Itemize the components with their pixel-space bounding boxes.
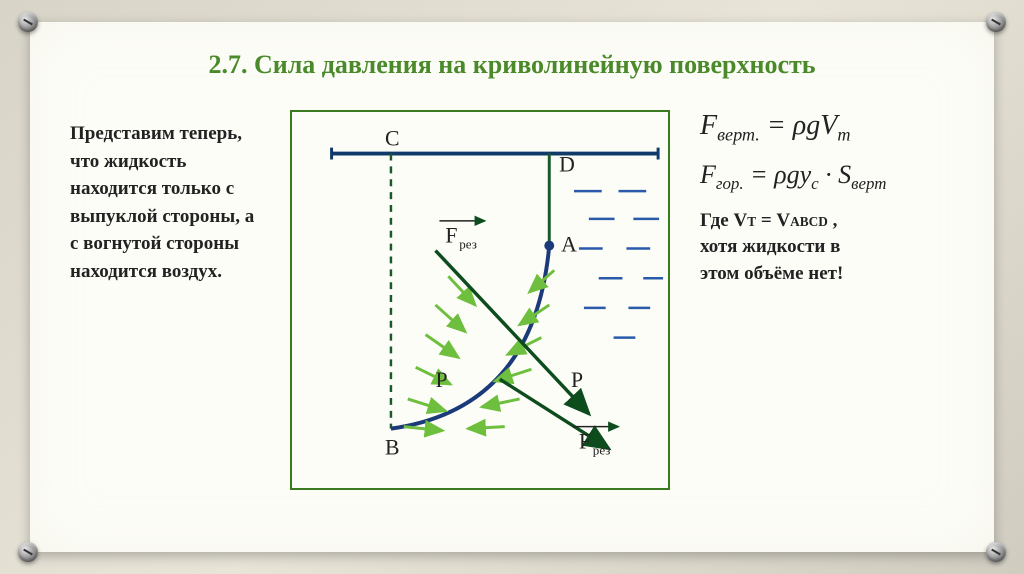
diagram-svg: FрезFрезCDABPP xyxy=(292,112,668,488)
right-column: Fверт. = gVт Fгор. = gyc · Sверт Где VТ … xyxy=(700,110,954,288)
content-area: Представим теперь, что жидкость находитс… xyxy=(70,110,954,522)
svg-text:F: F xyxy=(579,429,591,453)
slide-paper: 2.7. Сила давления на криволинейную пове… xyxy=(30,22,994,552)
diagram: FрезFрезCDABPP xyxy=(290,110,670,490)
svg-text:P: P xyxy=(435,368,447,392)
svg-text:рез: рез xyxy=(459,237,477,252)
svg-text:D: D xyxy=(559,152,575,176)
svg-text:C: C xyxy=(385,127,400,151)
svg-text:A: A xyxy=(561,233,577,257)
svg-text:рез: рез xyxy=(593,442,611,457)
slide-title: 2.7. Сила давления на криволинейную пове… xyxy=(30,22,994,80)
screw-icon xyxy=(18,542,38,562)
formula-vertical: Fверт. = gVт xyxy=(700,110,954,146)
description-text: Представим теперь, что жидкость находитс… xyxy=(70,120,260,285)
svg-text:P: P xyxy=(571,368,583,392)
svg-text:B: B xyxy=(385,435,400,459)
screw-icon xyxy=(986,542,1006,562)
formula-horizontal: Fгор. = gyc · Sверт xyxy=(700,160,954,194)
svg-text:F: F xyxy=(445,224,457,248)
screw-icon xyxy=(18,12,38,32)
screw-icon xyxy=(986,12,1006,32)
note-text: Где VТ = VABCD ,хотя жидкости вэтом объё… xyxy=(700,208,954,288)
